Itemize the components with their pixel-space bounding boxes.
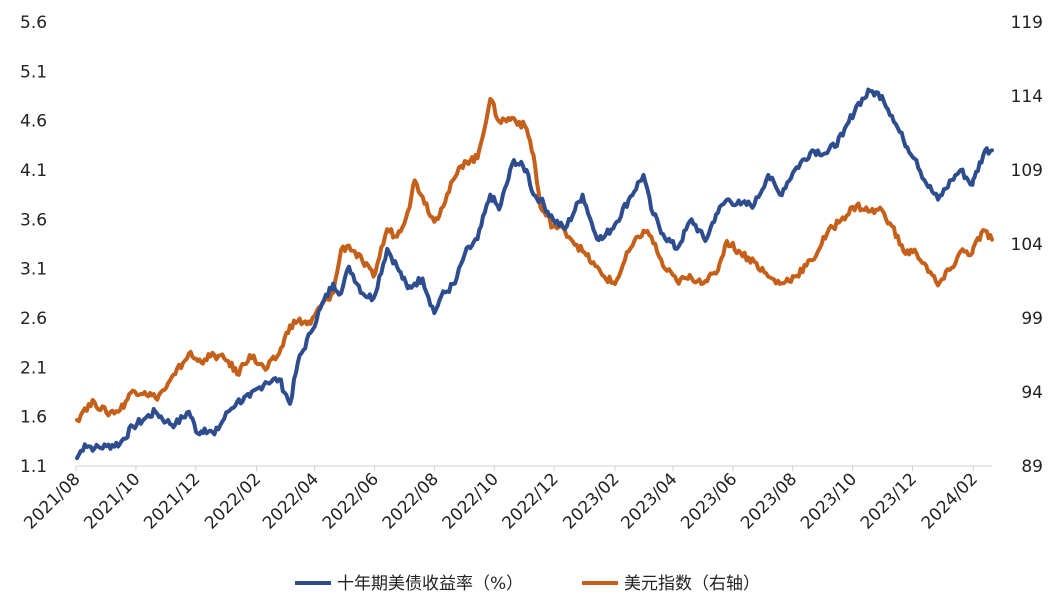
- y-right-tick-label: 99: [1021, 309, 1043, 329]
- y-axis-left-ticks: 1.1 1.6 2.1 2.6 3.1 3.6 4.1 4.6 5.1 5.6: [20, 13, 47, 477]
- y-axis-right-ticks: 89 94 99 104 109 114 119: [1011, 13, 1043, 477]
- x-tick-label: 2022/10: [439, 469, 503, 533]
- plot-area: 2021/082021/102021/122022/022022/042022/…: [20, 13, 1043, 533]
- x-tick-label: 2023/10: [797, 469, 861, 533]
- x-tick-label: 2022/06: [319, 469, 383, 533]
- y-left-tick-label: 1.6: [20, 408, 47, 428]
- x-tick-label: 2022/08: [379, 469, 443, 533]
- y-right-tick-label: 89: [1021, 457, 1043, 477]
- y-left-tick-label: 3.1: [20, 260, 47, 280]
- x-tick-label: 2021/12: [140, 469, 204, 533]
- legend-label-dollar-index: 美元指数（右轴）: [624, 574, 760, 594]
- legend-item-treasury-yield[interactable]: 十年期美债收益率（%）: [295, 574, 523, 594]
- y-left-tick-label: 2.1: [20, 358, 47, 378]
- x-tick-label: 2023/04: [617, 469, 681, 533]
- x-tick-label: 2023/02: [559, 469, 623, 533]
- x-tick-label: 2023/08: [737, 469, 801, 533]
- y-left-tick-label: 4.6: [20, 112, 47, 132]
- legend-item-dollar-index[interactable]: 美元指数（右轴）: [582, 574, 760, 594]
- y-right-tick-label: 104: [1011, 235, 1043, 255]
- y-left-tick-label: 5.1: [20, 62, 47, 82]
- y-right-tick-label: 119: [1011, 13, 1043, 33]
- x-tick-label: 2023/06: [677, 469, 741, 533]
- y-left-tick-label: 4.1: [20, 161, 47, 181]
- x-axis-ticks: 2021/082021/102021/122022/022022/042022/…: [20, 466, 982, 533]
- y-left-tick-label: 3.6: [20, 210, 47, 230]
- x-tick-label: 2022/12: [499, 469, 563, 533]
- y-right-tick-label: 109: [1011, 161, 1043, 181]
- y-left-tick-label: 1.1: [20, 457, 47, 477]
- x-tick-label: 2023/12: [857, 469, 921, 533]
- x-tick-label: 2021/10: [80, 469, 144, 533]
- series-line-dollar-index: [75, 97, 994, 424]
- x-tick-label: 2022/04: [259, 469, 323, 533]
- x-tick-label: 2021/08: [20, 469, 84, 533]
- series-line-treasury-yield: [75, 87, 994, 461]
- x-tick-label: 2024/02: [918, 469, 982, 533]
- y-left-tick-label: 5.6: [20, 13, 47, 33]
- legend-label-treasury-yield: 十年期美债收益率（%）: [337, 574, 523, 594]
- y-right-tick-label: 114: [1011, 87, 1043, 107]
- x-tick-label: 2022/02: [201, 469, 265, 533]
- legend: 十年期美债收益率（%） 美元指数（右轴）: [295, 574, 760, 594]
- y-right-tick-label: 94: [1021, 383, 1043, 403]
- y-left-tick-label: 2.6: [20, 309, 47, 329]
- series-layer: [75, 87, 994, 461]
